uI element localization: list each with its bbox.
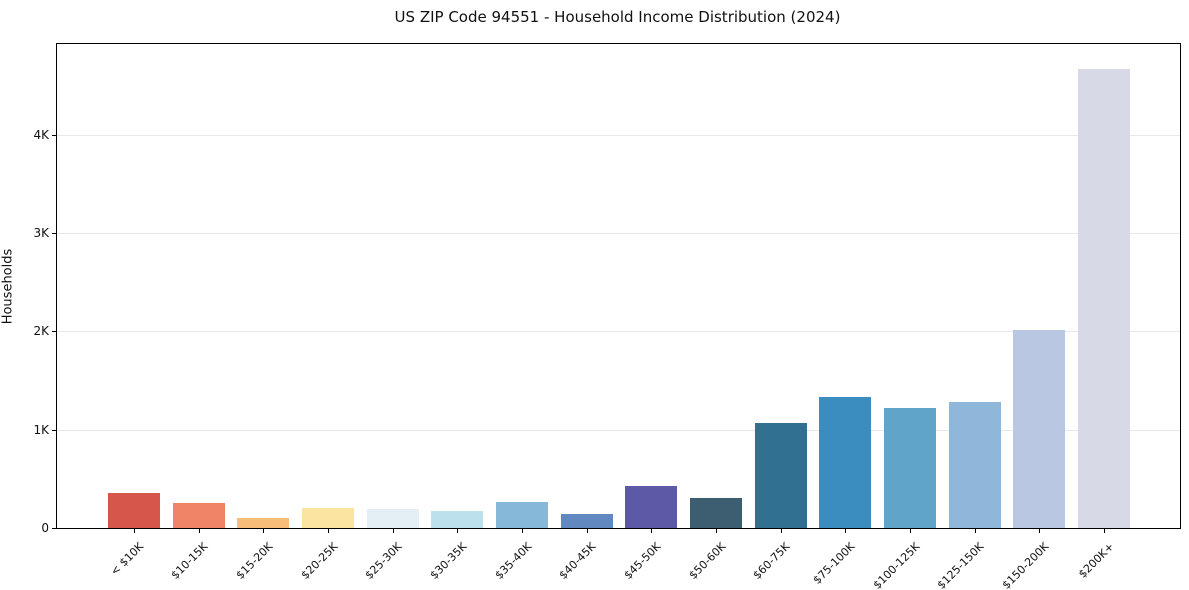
x-tick-label: $60-75K (751, 540, 793, 582)
bar-$60-75K (754, 423, 807, 528)
y-axis-tick (52, 134, 56, 136)
chart-title: US ZIP Code 94551 - Household Income Dis… (394, 8, 841, 26)
bar-$30-35K (431, 510, 484, 528)
bar-$25-30K (366, 508, 419, 528)
y-axis-tick (52, 331, 56, 333)
bar-$125-150K (948, 401, 1001, 528)
bar-< $10K (108, 492, 160, 528)
x-tick-label: < $10K (108, 540, 147, 579)
x-tick-label: $20-25K (298, 540, 341, 582)
x-tick-label: $15-20K (233, 540, 276, 582)
x-axis-tick (263, 529, 265, 533)
bar-$35-40K (496, 501, 548, 528)
bar-$15-20K (237, 517, 290, 528)
x-tick-label: $75-100K (810, 540, 858, 587)
x-axis-tick (134, 529, 135, 533)
x-axis-tick (651, 529, 653, 533)
x-tick-label: $30-35K (427, 540, 470, 582)
x-tick-label: $125-150K (935, 540, 987, 590)
bar-$150-200K (1013, 329, 1066, 528)
bar-$10-15K (172, 502, 225, 528)
x-tick-label: $100-125K (870, 540, 923, 590)
plot-area: 0 1K 2K 3K 4K < $10K $10-15K $15-20K $20-25K $25-… (33, 43, 1181, 590)
x-tick-label: $40-45K (557, 540, 599, 582)
y-axis-tick (52, 429, 56, 431)
x-tick-label: $200K+ (1075, 540, 1117, 581)
x-axis-tick (198, 529, 200, 533)
x-axis-tick (716, 529, 717, 533)
y-tick-label: 0 (41, 521, 49, 535)
x-axis-tick (586, 529, 588, 533)
bar-$200K+ (1078, 68, 1130, 528)
y-tick-label: 1K (33, 422, 49, 437)
x-tick-label: $25-30K (363, 540, 405, 582)
y-tick-label: 2K (33, 324, 49, 339)
y-gridline (57, 134, 1180, 136)
y-axis-tick (52, 232, 56, 234)
bar-$40-45K (560, 514, 613, 528)
x-axis-tick (328, 529, 329, 533)
x-axis-tick (522, 529, 523, 533)
y-gridline (57, 429, 1180, 431)
y-tick-label: 4K (33, 127, 49, 142)
x-axis-tick (780, 529, 782, 533)
x-axis-tick (974, 529, 976, 533)
bar-$50-60K (690, 497, 742, 528)
x-axis-tick (845, 529, 847, 533)
x-axis-tick (392, 529, 394, 533)
x-axis-tick (457, 529, 459, 533)
y-gridline (57, 232, 1180, 234)
x-tick-label: $50-60K (686, 540, 729, 582)
bar-$45-50K (625, 485, 678, 528)
x-axis-tick (1104, 529, 1105, 533)
y-axis-tick (52, 528, 56, 529)
bar-$75-100K (819, 396, 872, 528)
x-axis-tick (910, 529, 911, 533)
x-tick-label: $10-15K (169, 540, 211, 582)
x-tick-label: $150-200K (999, 540, 1052, 590)
x-tick-label: $35-40K (492, 540, 535, 582)
bar-$20-25K (302, 507, 354, 528)
bar-$100-125K (884, 407, 936, 528)
y-tick-label: 3K (33, 225, 49, 240)
y-gridline (57, 331, 1180, 333)
x-axis-tick (1039, 529, 1041, 533)
x-tick-label: $45-50K (621, 540, 664, 582)
